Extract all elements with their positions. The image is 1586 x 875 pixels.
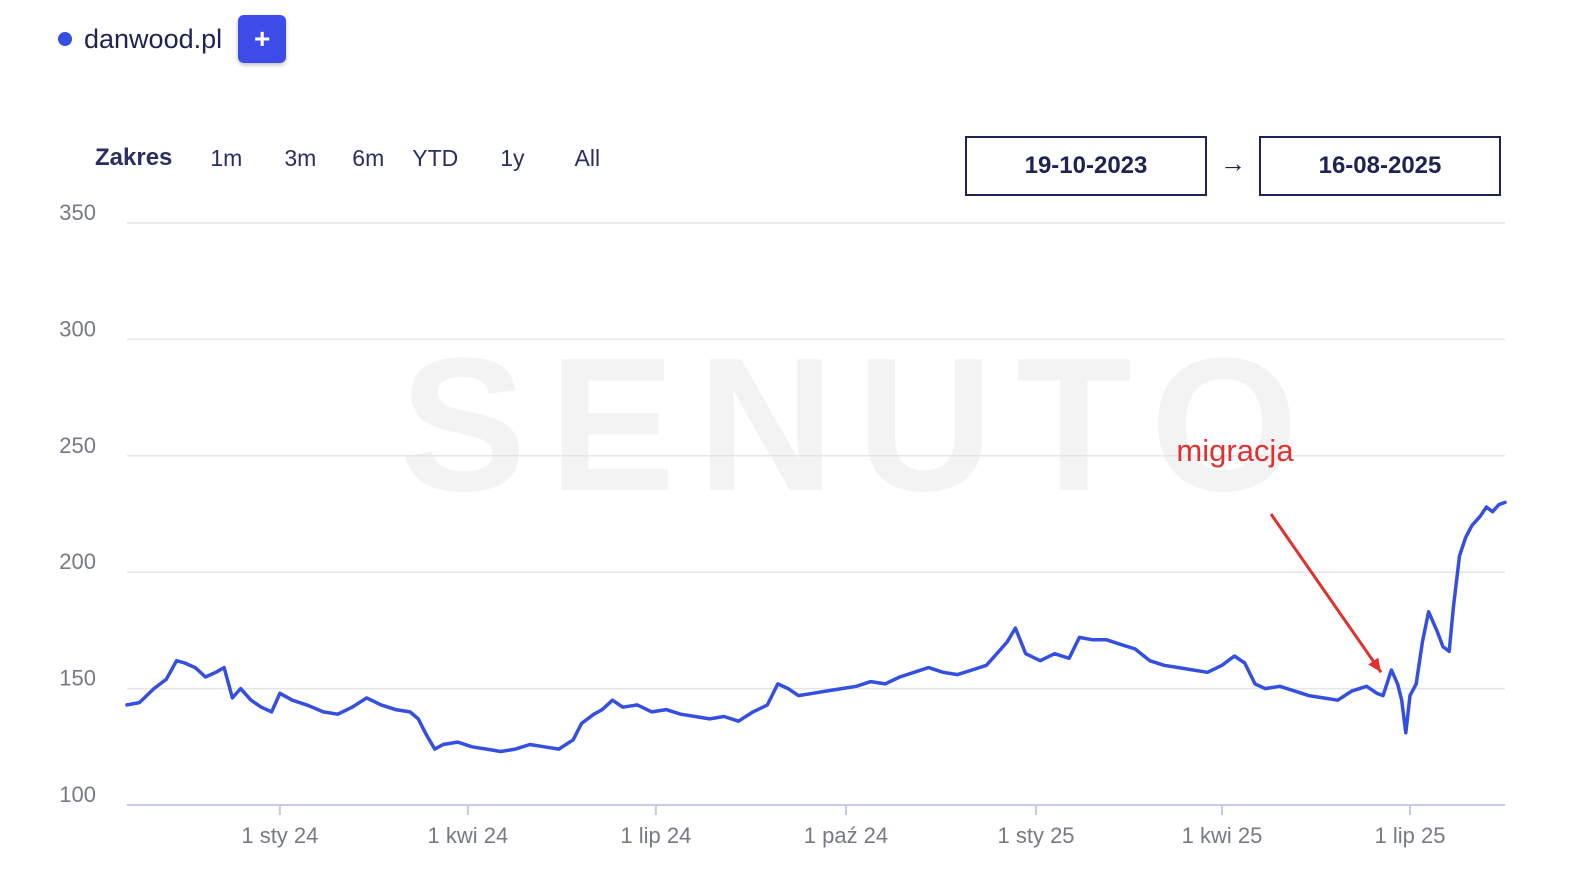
range-option-6m[interactable]: 6m	[352, 144, 385, 171]
y-tick-label-300: 300	[59, 316, 96, 341]
legend-series-label: danwood.pl	[84, 23, 223, 54]
y-tick-label-250: 250	[59, 433, 96, 458]
x-tick-label-0: 1 sty 24	[241, 823, 318, 848]
y-tick-label-200: 200	[59, 549, 96, 574]
annotation-arrow-0	[1269, 513, 1383, 674]
x-tick-label-6: 1 lip 25	[1374, 823, 1445, 848]
watermark: SENUTO	[400, 319, 1320, 531]
series-layer	[125, 500, 1507, 754]
annotation-arrowhead-0	[1368, 657, 1381, 673]
date-range-arrow: →	[1220, 148, 1246, 178]
start-date-field[interactable]: 19-10-2023	[965, 136, 1207, 196]
y-axis: 100 150 200 250 300 350	[59, 200, 96, 807]
range-label: Zakres	[95, 144, 173, 171]
x-tick-label-3: 1 paź 24	[804, 823, 888, 848]
range-option-ytd[interactable]: YTD	[412, 144, 459, 171]
range-option-all[interactable]: All	[574, 144, 601, 171]
add-domain-button[interactable]: +	[238, 15, 287, 63]
range-option-1m[interactable]: 1m	[210, 144, 243, 171]
series-line-0	[125, 500, 1507, 754]
x-tick-label-5: 1 kwi 25	[1182, 823, 1263, 848]
legend: danwood.pl +	[58, 14, 287, 64]
end-date-field[interactable]: 16-08-2025	[1259, 136, 1501, 196]
y-tick-label-150: 150	[59, 666, 96, 691]
x-axis: 1 sty 24 1 kwi 24 1 lip 24 1 paź 24 1 sty 25…	[127, 804, 1505, 848]
legend-color-dot	[58, 32, 72, 46]
y-tick-label-350: 350	[59, 200, 96, 225]
x-tick-label-1: 1 kwi 24	[428, 823, 509, 848]
x-tick-label-2: 1 lip 24	[620, 823, 691, 848]
range-option-3m[interactable]: 3m	[284, 144, 317, 171]
range-selector: Zakres 1m 3m 6m YTD 1y All	[95, 135, 600, 181]
x-tick-label-4: 1 sty 25	[998, 823, 1075, 848]
annotation-label-0: migracja	[1176, 433, 1294, 468]
gridlines	[127, 222, 1505, 690]
range-option-1y[interactable]: 1y	[500, 144, 525, 171]
annotation-layer: migracja	[1176, 433, 1383, 674]
y-tick-label-100: 100	[59, 782, 96, 807]
